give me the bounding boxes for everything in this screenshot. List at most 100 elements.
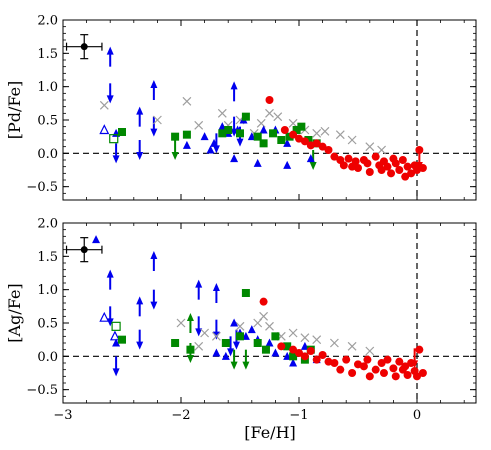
- series-square-open: [111, 321, 121, 331]
- y-axis-label: [Pd/Fe]: [5, 81, 24, 140]
- data-point: [277, 136, 286, 144]
- limit-arrow: [195, 279, 203, 300]
- data-point: [283, 342, 292, 351]
- data-point: [387, 169, 396, 178]
- limit-arrow-head: [212, 145, 220, 154]
- x-tick-label: 0: [413, 408, 421, 423]
- limit-arrow: [136, 329, 144, 350]
- data-point: [269, 129, 278, 138]
- data-point: [365, 346, 375, 356]
- cross-stroke: [152, 115, 162, 125]
- limit-arrow-head: [136, 152, 144, 160]
- y-tick-label: 2.0: [37, 217, 58, 232]
- limit-arrow-head: [150, 80, 158, 88]
- data-point: [330, 359, 339, 367]
- limit-arrow-head: [112, 155, 120, 164]
- data-point: [118, 128, 126, 136]
- data-point: [171, 132, 180, 141]
- y-tick-label: 2.0: [37, 14, 58, 29]
- y-tick-label: 0.5: [37, 317, 58, 332]
- limit-arrow: [106, 46, 114, 67]
- limit-arrow-head: [230, 361, 238, 370]
- data-point: [265, 321, 274, 331]
- data-point: [253, 158, 262, 167]
- cross-stroke: [377, 145, 387, 155]
- limit-arrow: [186, 313, 194, 333]
- data-point: [230, 318, 239, 327]
- data-point: [383, 162, 392, 171]
- limit-arrow-head: [136, 296, 144, 305]
- data-point: [365, 372, 374, 381]
- data-point: [182, 130, 191, 139]
- data-point: [391, 372, 400, 381]
- y-tick-label: −0.5: [26, 383, 58, 398]
- limit-arrow-head: [195, 279, 203, 288]
- data-point: [312, 355, 321, 364]
- data-point: [253, 132, 262, 141]
- data-point: [339, 161, 348, 170]
- data-point: [259, 125, 268, 134]
- limit-arrow: [136, 296, 144, 317]
- data-point: [335, 130, 345, 140]
- limit-arrow-head: [150, 251, 158, 259]
- limit-arrow: [171, 140, 179, 160]
- data-point: [194, 341, 204, 351]
- limit-arrow: [106, 269, 114, 290]
- cross-stroke: [217, 108, 227, 118]
- cross-stroke: [265, 321, 274, 331]
- data-point: [383, 355, 392, 364]
- limit-arrow: [242, 349, 250, 370]
- cross-stroke: [273, 112, 283, 122]
- limit-arrow-head: [186, 355, 194, 363]
- data-point: [418, 369, 427, 377]
- data-point: [312, 139, 321, 148]
- limit-arrow: [230, 81, 238, 102]
- limit-arrow: [230, 349, 238, 370]
- data-point: [329, 338, 339, 348]
- series-circle: [265, 96, 427, 181]
- data-point: [118, 335, 126, 344]
- data-point: [259, 297, 268, 306]
- data-point: [285, 132, 294, 141]
- data-point: [407, 169, 416, 178]
- data-point: [295, 349, 303, 357]
- data-point: [371, 152, 380, 161]
- data-point: [418, 164, 427, 172]
- limit-arrow-head: [232, 341, 240, 350]
- limit-arrow-head: [227, 348, 235, 357]
- limit-arrow: [309, 150, 317, 170]
- data-point: [247, 325, 256, 334]
- data-point: [377, 145, 387, 155]
- data-point: [109, 134, 119, 144]
- data-point: [288, 328, 298, 338]
- data-point: [365, 168, 374, 176]
- cross-stroke: [347, 341, 357, 351]
- data-point: [241, 289, 250, 297]
- limit-arrow-head: [112, 368, 120, 377]
- data-point: [365, 142, 375, 152]
- limit-arrow: [112, 356, 120, 377]
- data-point: [395, 357, 404, 366]
- data-point: [330, 152, 339, 161]
- data-point: [221, 339, 230, 347]
- data-point: [318, 351, 327, 359]
- data-point: [280, 126, 289, 134]
- data-point: [92, 235, 101, 244]
- data-point: [320, 126, 330, 136]
- data-point: [236, 332, 244, 341]
- data-point: [109, 330, 120, 341]
- data-point: [413, 372, 421, 381]
- data-point: [200, 328, 210, 338]
- data-point: [111, 321, 121, 331]
- data-point: [336, 365, 345, 374]
- data-point: [398, 156, 407, 164]
- data-point: [318, 142, 327, 151]
- data-point: [300, 352, 309, 361]
- limit-arrow-head: [195, 328, 203, 337]
- series-square-open: [109, 134, 119, 144]
- cross-stroke: [211, 331, 221, 341]
- data-point: [271, 348, 280, 357]
- data-point: [306, 154, 315, 163]
- limit-arrow-head: [309, 162, 317, 170]
- data-point: [210, 138, 219, 147]
